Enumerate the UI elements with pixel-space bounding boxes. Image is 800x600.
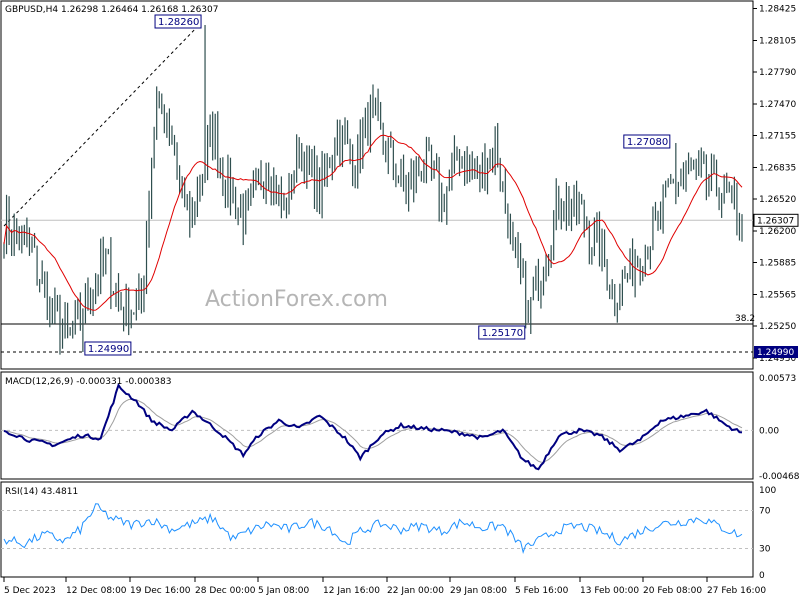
last-price-tag <box>753 213 799 227</box>
time-tick-label: 12 Jan 16:00 <box>323 586 380 596</box>
annotations: 1.28260 1.27080 1.25170 1.24990 <box>84 14 671 356</box>
low-price-label: 1.24990 <box>757 348 794 358</box>
rsi-tick-label: 30 <box>759 545 771 555</box>
axis-tick-label: 1.26200 <box>759 227 796 237</box>
price-panel <box>0 0 754 370</box>
time-axis: 5 Dec 2023 12 Dec 08:00 19 Dec 16:00 28 Dec… <box>3 577 766 596</box>
annotation-box <box>478 325 526 340</box>
moving-average <box>3 134 743 311</box>
time-tick-label: 5 Jan 08:00 <box>258 586 310 596</box>
rsi-line <box>3 503 743 555</box>
rsi-lines <box>1 503 753 555</box>
annotation-label: 1.25170 <box>482 328 523 339</box>
macd-lines <box>1 382 753 471</box>
time-tick-label: 13 Feb 00:00 <box>580 586 639 596</box>
rsi-axis: 100 70 30 0 <box>759 486 776 581</box>
trend-line-segment <box>3 24 200 227</box>
price-header: GBPUSD,H4 1.26298 1.26464 1.26168 1.2630… <box>5 5 218 15</box>
axis-tick-label: 1.26520 <box>759 195 796 205</box>
macd-tick-label: -0.004685 <box>759 472 800 482</box>
macd-tick-label: 0.00 <box>759 426 779 436</box>
axis-tick-label: 1.25250 <box>759 322 796 332</box>
axis-tick-label: 1.25565 <box>759 291 796 301</box>
time-tick-label: 5 Dec 2023 <box>4 586 56 596</box>
price-axis: 1.28425 1.28105 1.27790 1.27470 1.27155 1.268… <box>753 5 799 364</box>
macd-panel <box>0 371 754 480</box>
time-tick-label: 29 Jan 08:00 <box>450 586 507 596</box>
time-tick-label: 5 Feb 16:00 <box>515 586 569 596</box>
last-price-label: 1.26307 <box>757 216 794 226</box>
time-tick-label: 19 Dec 16:00 <box>130 586 191 596</box>
rsi-panel <box>0 481 754 578</box>
rsi-header: RSI(14) 43.4811 <box>5 487 78 497</box>
rsi-tick-label: 0 <box>759 571 765 581</box>
axis-tick-label: 1.24930 <box>759 354 796 364</box>
annotation-label: 1.28260 <box>158 17 199 28</box>
axis-tick-label: 1.27155 <box>759 132 796 142</box>
macd-tick-label: 0.00573 <box>759 374 796 384</box>
annotation-box <box>84 341 132 356</box>
low-price-tag <box>754 346 798 358</box>
time-tick-label: 12 Dec 08:00 <box>66 586 127 596</box>
axis-tick-label: 1.28105 <box>759 37 796 47</box>
trend-line <box>3 24 200 227</box>
annotation-box <box>154 14 202 29</box>
fib-label: 38.2 <box>735 314 755 324</box>
axis-tick-label: 1.27470 <box>759 100 796 110</box>
time-tick-label: 28 Dec 00:00 <box>195 586 256 596</box>
candles <box>3 25 743 355</box>
macd-header: MACD(12,26,9) -0.000331 -0.000383 <box>5 377 171 387</box>
time-tick-label: 27 Feb 16:00 <box>707 586 766 596</box>
annotation-label: 1.27080 <box>627 137 668 148</box>
macd-signal-line <box>3 398 743 463</box>
axis-tick-label: 1.25885 <box>759 259 796 269</box>
annotation-label: 1.24990 <box>88 344 129 355</box>
watermark: ActionForex.com <box>205 287 388 312</box>
time-tick-label: 20 Feb 08:00 <box>643 586 702 596</box>
rsi-tick-label: 100 <box>759 486 776 496</box>
rsi-tick-label: 70 <box>759 507 771 517</box>
macd-line <box>3 382 743 471</box>
axis-tick-label: 1.26835 <box>759 164 796 174</box>
axis-tick-label: 1.28425 <box>759 5 796 15</box>
annotation-box <box>623 134 671 149</box>
ma-line <box>3 134 743 311</box>
axis-tick-label: 1.27790 <box>759 68 796 78</box>
time-tick-label: 22 Jan 00:00 <box>387 586 444 596</box>
macd-axis: 0.00573 0.00 -0.004685 <box>759 374 800 482</box>
